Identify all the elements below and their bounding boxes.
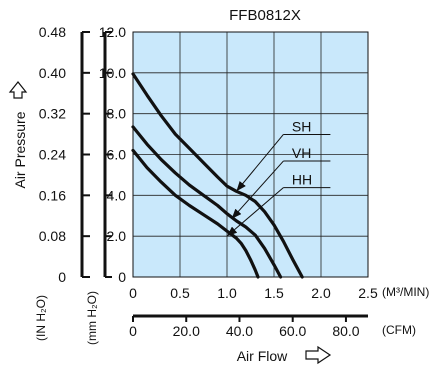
x-axis-tick-label-cfm: 60.0 <box>279 323 306 339</box>
x-unit-secondary: (CFM) <box>382 323 416 337</box>
x-axis-tick-label-cfm: 0 <box>129 323 137 339</box>
x-axis-tick-label-m3min: 1.5 <box>264 285 284 301</box>
x-axis-ticks-m3min: 0 0.5 1.0 1.5 2.0 2.5 <box>129 285 378 301</box>
series-label-sh: SH <box>292 118 311 134</box>
series-line-vh <box>131 125 283 279</box>
left-axis-tick-label: 0.32 <box>39 106 66 122</box>
left-axis-tick-label: 0.48 <box>39 24 66 40</box>
inner-axis-tick-label: 10.0 <box>99 65 126 81</box>
inner-axis-tick-label: 2.0 <box>107 228 127 244</box>
leader-arrow-sh <box>236 134 284 192</box>
leader-lines <box>226 134 284 237</box>
x-axis-tick-label-m3min: 1.0 <box>217 285 237 301</box>
left-axis-tick-label: 0.08 <box>39 228 66 244</box>
x-axis-label: Air Flow <box>237 348 288 364</box>
inner-axis-tick-label: 0 <box>118 269 126 285</box>
x-axis-tick-label-m3min: 2.0 <box>311 285 331 301</box>
y-unit-inner: (mm H₂O) <box>85 291 99 345</box>
inner-axis-tick-label: 8.0 <box>107 106 127 122</box>
x-axis-tick-label-cfm: 40.0 <box>226 323 253 339</box>
x-axis-tick-label-cfm: 20.0 <box>173 323 200 339</box>
x-axis-tick-label-cfm: 80.0 <box>332 323 359 339</box>
inner-axis-tick-label: 4.0 <box>107 187 127 203</box>
inner-axis-tick-label: 12.0 <box>99 24 126 40</box>
left-axis-ticks: 0 0.08 0.16 0.24 0.32 0.40 0.48 <box>39 24 90 285</box>
chart-title: FFB0812X <box>229 7 301 24</box>
series-label-vh: VH <box>292 145 311 161</box>
series-lines <box>131 72 304 279</box>
grid-lines <box>133 32 368 277</box>
series-labels: SH VH HH <box>283 118 331 189</box>
inner-axis-tick-label: 6.0 <box>107 147 127 163</box>
y-unit-left: (IN H₂O) <box>34 295 48 341</box>
left-axis-tick-label: 0 <box>58 269 66 285</box>
x-axis-tick-label-m3min: 0.5 <box>170 285 190 301</box>
y-axis-label: Air Pressure <box>12 111 28 188</box>
left-axis-tick-label: 0.24 <box>39 147 66 163</box>
left-axis-tick-label: 0.40 <box>39 65 66 81</box>
up-arrow-icon <box>8 81 28 99</box>
inner-axis-ticks: 0 2.0 4.0 6.0 8.0 10.0 12.0 <box>99 24 126 285</box>
series-line-hh <box>131 148 260 279</box>
leader-arrow-vh <box>231 160 284 220</box>
series-label-hh: HH <box>292 172 312 188</box>
leader-arrow-hh <box>226 187 284 237</box>
x-axis-tick-label-m3min: 2.5 <box>358 285 378 301</box>
x-axis-tick-label-m3min: 0 <box>129 285 137 301</box>
x-axis-ticks-cfm: 0 20.0 40.0 60.0 80.0 <box>129 316 360 339</box>
right-arrow-icon <box>305 345 332 365</box>
series-line-sh <box>131 72 304 279</box>
left-axis-tick-label: 0.16 <box>39 187 66 203</box>
x-unit-primary: (M³/MIN) <box>382 285 429 299</box>
